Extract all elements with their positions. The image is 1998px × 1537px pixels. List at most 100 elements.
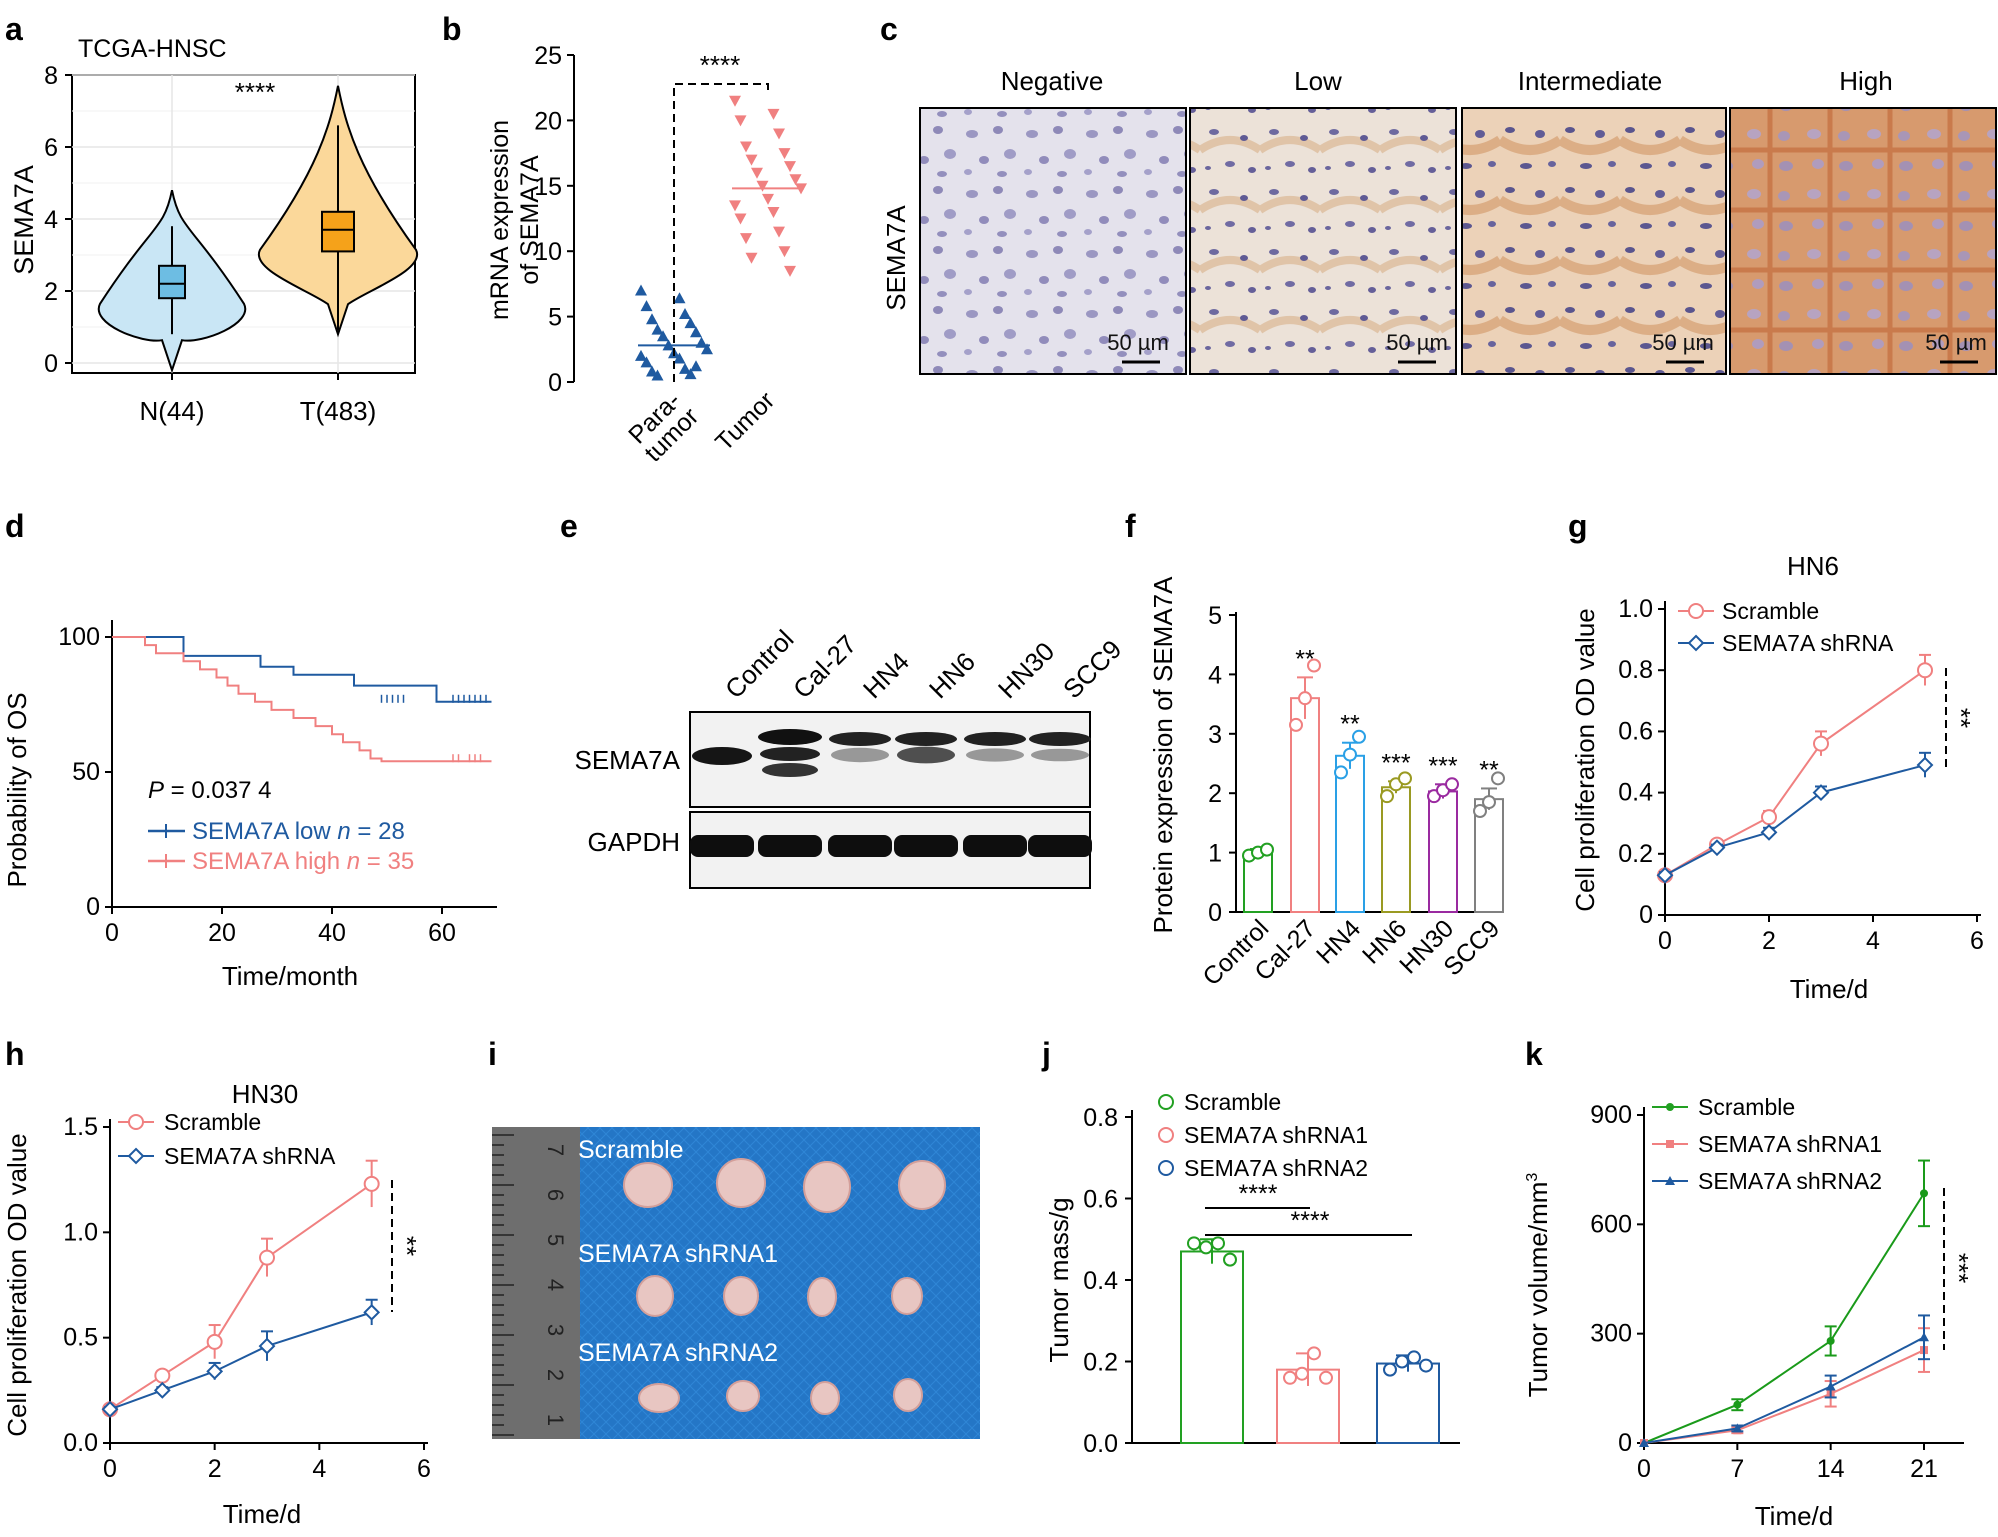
data-point	[1761, 809, 1777, 826]
data-point	[1395, 1354, 1409, 1369]
data-point	[154, 1367, 171, 1384]
scale-bar-label: 50 µm	[1107, 330, 1169, 355]
x-tick-label: 20	[208, 919, 236, 947]
y-tick-label: 0.2	[1083, 1349, 1118, 1377]
data-point	[1760, 823, 1778, 841]
y-tick-label: 0	[86, 893, 100, 921]
significance-label: ****	[700, 50, 740, 80]
ruler	[492, 1127, 582, 1439]
blot-band	[1029, 732, 1091, 746]
legend-marker-scramble	[1688, 603, 1704, 619]
data-point	[1482, 795, 1496, 810]
blot-sema7a	[689, 711, 1091, 808]
data-point	[651, 369, 664, 381]
y-tick-label: 0.6	[1618, 717, 1653, 745]
data-point	[1334, 765, 1348, 780]
data-point	[363, 1175, 380, 1192]
ruler-number: 1	[543, 1414, 568, 1426]
data-point	[1211, 1236, 1225, 1251]
panel-label-b: b	[442, 11, 462, 47]
column-label-high: High	[1839, 66, 1892, 96]
legend-label-scramble: Scramble	[1698, 1094, 1795, 1120]
scale-bar-label: 50 µm	[1652, 330, 1714, 355]
y-tick-label: 50	[72, 758, 100, 786]
ruler-number: 6	[543, 1189, 568, 1201]
blot-lane-label: SCC9	[1057, 634, 1127, 704]
data-point	[673, 352, 686, 364]
data-point	[101, 1400, 119, 1418]
y-tick-label: 5	[548, 304, 562, 332]
series-line-2	[1643, 1336, 1925, 1444]
data-point	[1307, 658, 1321, 673]
x-tick-label: 0	[105, 919, 119, 947]
y-axis-label-line1: mRNA expression	[486, 120, 514, 320]
y-tick-label: 0	[44, 350, 58, 378]
data-point	[789, 174, 802, 186]
y-axis-label: SEMA7A	[9, 165, 39, 275]
blot-band	[831, 747, 889, 763]
ruler-number: 3	[543, 1324, 568, 1336]
ihc-image-negative	[919, 107, 1187, 375]
legend-label-shrna2: SEMA7A shRNA2	[1184, 1155, 1368, 1181]
legend-marker-scramble	[1666, 1103, 1674, 1111]
series-line-0	[109, 1183, 373, 1411]
data-point	[1319, 1370, 1333, 1385]
legend-marker-shrna2	[1158, 1160, 1174, 1176]
y-tick-label: 6	[44, 134, 58, 162]
data-point	[1283, 1370, 1297, 1385]
legend-marker-scramble	[128, 1114, 144, 1130]
y-tick-label: 20	[534, 107, 562, 135]
x-tick-label: 21	[1910, 1455, 1938, 1483]
y-tick-label: 0.0	[63, 1429, 98, 1457]
y-axis-label-line2: of SEMA7A	[516, 155, 544, 285]
data-point	[773, 128, 785, 140]
y-tick-label: 0.6	[1083, 1186, 1118, 1214]
data-point	[734, 213, 747, 225]
panel-k-line-chart: Tumor volume/mm3 Time/d 0 300 600 900 0 7 14 21…	[1523, 1094, 1974, 1531]
data-point	[740, 233, 752, 245]
row-label: SEMA7A	[881, 205, 911, 311]
y-axis-label: Cell proliferation OD value	[2, 1133, 32, 1436]
legend-label-shrna: SEMA7A shRNA	[1722, 630, 1894, 656]
data-point	[646, 313, 658, 325]
data-point	[751, 167, 763, 179]
y-tick-label: 25	[534, 42, 562, 70]
x-tick-label: 4	[312, 1455, 326, 1483]
ruler-number: 7	[543, 1144, 568, 1156]
y-tick-label: 2	[1208, 780, 1222, 808]
panel-d-survival-chart: Probability of OS Time/month 0 50 100 0 20 40…	[2, 620, 497, 991]
x-tick-label: 0	[1658, 927, 1672, 955]
data-point	[767, 108, 780, 120]
blot-lane-label: HN4	[857, 646, 915, 704]
data-point	[1825, 1381, 1836, 1391]
data-point	[1199, 1240, 1213, 1255]
ruler-number: 4	[543, 1279, 568, 1291]
data-point	[1812, 784, 1830, 802]
panel-label-f: f	[1125, 508, 1136, 544]
chart-title: TCGA-HNSC	[78, 35, 227, 63]
data-point	[1491, 771, 1505, 786]
data-point	[690, 360, 702, 372]
legend-label-low: SEMA7A low n = 28	[192, 818, 405, 845]
blot-band	[895, 732, 957, 746]
data-point	[635, 284, 647, 296]
data-point	[1445, 777, 1459, 792]
panel-g-line-chart: HN6 Cell proliferation OD value Time/d 0…	[1570, 551, 1984, 1004]
column-label-low: Low	[1294, 66, 1342, 96]
data-point	[206, 1333, 223, 1350]
y-tick-label: 10	[534, 238, 562, 266]
data-point	[1407, 1350, 1421, 1365]
data-point	[1383, 1362, 1397, 1377]
y-tick-label: 900	[1590, 1101, 1632, 1129]
y-tick-label: 0	[1208, 899, 1222, 927]
p-value: P = 0.037 4	[148, 777, 271, 804]
x-tick-label: N(44)	[139, 396, 204, 426]
blot-band	[760, 747, 820, 761]
column-label-negative: Negative	[1001, 66, 1104, 96]
legend-label-scramble: Scramble	[1184, 1089, 1281, 1115]
bar	[1428, 790, 1458, 914]
y-tick-label: 0.8	[1083, 1104, 1118, 1132]
data-point	[745, 154, 758, 166]
data-point	[635, 349, 647, 361]
legend-label-shrna1: SEMA7A shRNA1	[1698, 1131, 1882, 1157]
